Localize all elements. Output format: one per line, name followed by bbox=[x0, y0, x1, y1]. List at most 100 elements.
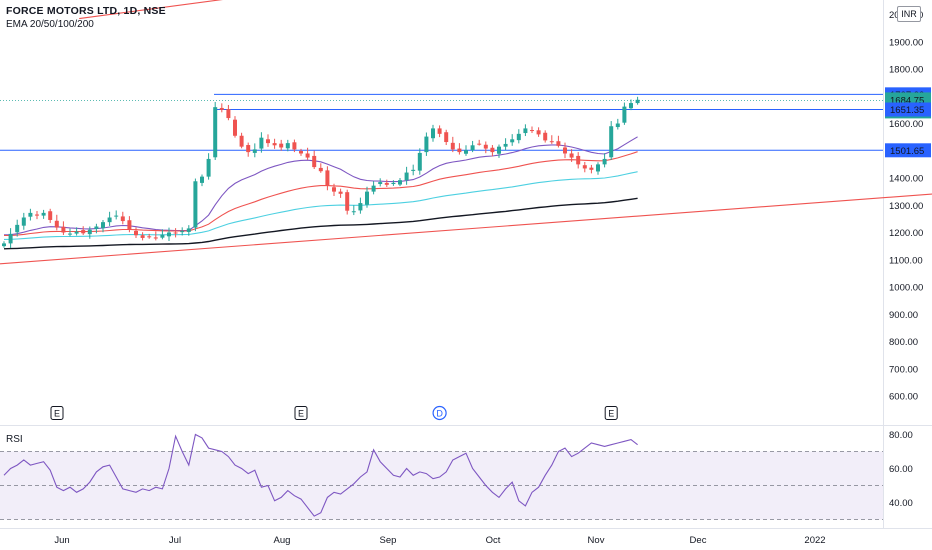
candle-body bbox=[569, 153, 574, 158]
candle-body bbox=[153, 237, 158, 239]
candle bbox=[556, 135, 561, 148]
candle-body bbox=[450, 142, 455, 150]
candle-body bbox=[226, 109, 231, 119]
candle-body bbox=[160, 234, 165, 238]
candle-body bbox=[272, 143, 277, 146]
candle bbox=[193, 178, 198, 232]
candle-body bbox=[404, 172, 409, 181]
candle bbox=[147, 233, 152, 239]
candle-body bbox=[305, 153, 310, 158]
candle-body bbox=[173, 232, 178, 234]
event-marker-label: E bbox=[54, 409, 60, 419]
candle bbox=[48, 208, 53, 223]
candle bbox=[635, 96, 640, 105]
last-price-text: 1684.75 bbox=[890, 95, 924, 106]
candle-body bbox=[615, 123, 620, 128]
candle-body bbox=[635, 99, 640, 104]
candle-body bbox=[464, 150, 468, 154]
candle bbox=[81, 226, 86, 235]
price-axis-tick: 1900.00 bbox=[889, 37, 923, 48]
time-axis-tick: Jul bbox=[169, 535, 181, 546]
candle-body bbox=[101, 222, 105, 229]
candle bbox=[602, 153, 607, 168]
candle-body bbox=[94, 226, 99, 229]
candle-body bbox=[338, 191, 343, 194]
time-axis-tick: Aug bbox=[274, 535, 291, 546]
candle bbox=[2, 241, 6, 248]
time-axis-tick: Nov bbox=[588, 535, 605, 546]
candle-body bbox=[87, 229, 92, 235]
candle bbox=[233, 116, 237, 138]
candle bbox=[127, 216, 132, 233]
candle-body bbox=[477, 143, 482, 145]
candle bbox=[530, 126, 534, 134]
price-axis-tick: 1300.00 bbox=[889, 201, 923, 212]
candle-body bbox=[582, 165, 587, 169]
candle-body bbox=[497, 146, 501, 154]
candle bbox=[358, 197, 363, 214]
candle bbox=[450, 136, 455, 153]
rsi-axis-tick: 40.00 bbox=[889, 498, 913, 509]
candle bbox=[424, 132, 429, 156]
price-label: 1651.35 bbox=[885, 102, 931, 117]
candle-body bbox=[483, 144, 488, 149]
rsi-axis-tick: 80.00 bbox=[889, 430, 913, 441]
rsi-line bbox=[3, 433, 638, 517]
candle bbox=[351, 205, 356, 216]
candle bbox=[200, 174, 204, 187]
price-axis-tick: 1100.00 bbox=[889, 255, 923, 266]
candle-body bbox=[351, 211, 356, 213]
candle bbox=[444, 129, 449, 146]
candle bbox=[622, 102, 627, 125]
candle bbox=[107, 211, 112, 226]
candle bbox=[246, 142, 251, 157]
price-axis-tick: 900.00 bbox=[889, 310, 918, 321]
event-marker-d: D bbox=[432, 405, 447, 421]
candle bbox=[391, 180, 396, 186]
candle-body bbox=[266, 139, 270, 144]
candle bbox=[292, 139, 297, 153]
candle bbox=[615, 118, 620, 130]
candle-body bbox=[523, 128, 528, 134]
candle bbox=[186, 225, 191, 236]
candle-body bbox=[180, 231, 185, 233]
event-marker-label: E bbox=[298, 409, 304, 419]
candle-body bbox=[81, 230, 86, 234]
candle-body bbox=[2, 243, 6, 247]
candle bbox=[503, 138, 508, 151]
candle-body bbox=[114, 215, 119, 217]
candle-body bbox=[530, 130, 534, 132]
candle bbox=[180, 227, 185, 236]
candle bbox=[299, 148, 303, 156]
candle-body bbox=[596, 164, 600, 172]
candle bbox=[21, 212, 26, 230]
candle bbox=[576, 152, 581, 169]
candle bbox=[120, 211, 125, 225]
candle-body bbox=[259, 137, 264, 149]
candle bbox=[549, 135, 554, 144]
candle bbox=[54, 214, 59, 231]
candle bbox=[160, 229, 165, 240]
candle-body bbox=[299, 151, 303, 154]
candle bbox=[272, 138, 277, 149]
candle bbox=[464, 145, 468, 156]
candle bbox=[490, 145, 495, 157]
candle bbox=[8, 228, 13, 249]
candle-body bbox=[609, 126, 614, 158]
candle bbox=[629, 99, 633, 111]
time-axis-tick: Dec bbox=[690, 535, 707, 546]
candle bbox=[140, 232, 145, 241]
candle-body bbox=[371, 185, 376, 192]
candle-body bbox=[312, 155, 317, 168]
candle-body bbox=[8, 233, 13, 244]
candle bbox=[477, 139, 482, 146]
candle-body bbox=[134, 230, 138, 236]
candle-body bbox=[147, 236, 152, 238]
candle bbox=[266, 134, 270, 147]
candle-body bbox=[127, 220, 132, 230]
event-marker-label: D bbox=[436, 409, 443, 419]
candle bbox=[219, 103, 224, 113]
currency-label[interactable]: INR bbox=[897, 6, 921, 22]
candle bbox=[35, 210, 39, 220]
